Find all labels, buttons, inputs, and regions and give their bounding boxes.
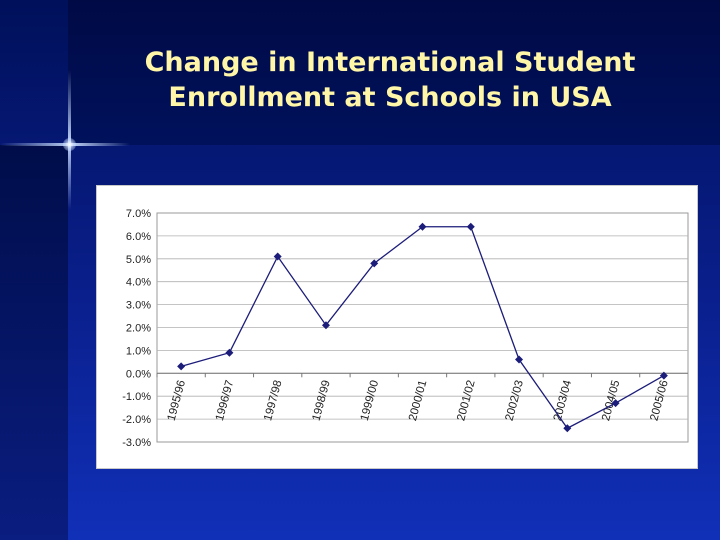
data-point-marker (418, 222, 427, 231)
x-tick-label: 1998/99 (311, 379, 333, 422)
slide-title: Change in International Student Enrollme… (90, 45, 690, 115)
x-tick-label: 2002/03 (504, 379, 526, 422)
slide-title-line-1: Change in International Student (144, 47, 636, 78)
data-point-marker (321, 321, 330, 330)
x-tick-label: 1996/97 (214, 379, 236, 422)
slide-title-line-2: Enrollment at Schools in USA (168, 82, 612, 113)
data-point-marker (177, 362, 186, 371)
line-chart: 7.0% 6.0% 5.0% 4.0% 3.0% 2.0% 1.0% 0.0% -1.0% -2.… (122, 208, 689, 449)
y-tick-label: -2.0% (122, 414, 151, 426)
series-enrollment-change (177, 222, 668, 433)
x-tick-label: 1997/98 (262, 379, 284, 422)
y-tick-label: 6.0% (126, 231, 151, 243)
y-axis-tick-labels: 7.0% 6.0% 5.0% 4.0% 3.0% 2.0% 1.0% 0.0% -1.0% -2.… (122, 208, 151, 449)
y-tick-label: 4.0% (126, 277, 151, 289)
y-tick-label: 7.0% (126, 208, 151, 220)
x-tick-label: 2000/01 (407, 379, 429, 422)
data-point-marker (515, 355, 524, 364)
data-point-marker (563, 424, 572, 433)
data-point-marker (659, 371, 668, 380)
left-background-band (0, 145, 68, 540)
data-point-marker (370, 259, 379, 268)
x-axis-tick-labels: 1995/96 1996/97 1997/98 1998/99 1999/00 2000/… (166, 378, 671, 422)
x-tick-label: 2003/04 (552, 378, 575, 422)
y-tick-label: 3.0% (126, 300, 151, 312)
x-tick-label: 2005/06 (648, 379, 670, 422)
data-point-marker (273, 252, 282, 261)
data-point-marker (611, 399, 620, 408)
y-tick-label: 0.0% (126, 368, 151, 380)
y-tick-label: 1.0% (126, 345, 151, 357)
y-tick-label: 2.0% (126, 323, 151, 335)
sparkle-star-icon (63, 138, 76, 151)
x-tick-label: 2001/02 (455, 379, 477, 422)
data-point-marker (466, 222, 475, 231)
y-tick-label: -1.0% (122, 391, 151, 403)
gridlines (156, 212, 689, 443)
y-tick-label: -3.0% (122, 437, 151, 449)
y-tick-label: 5.0% (126, 254, 151, 266)
x-tick-label: 1995/96 (166, 379, 188, 422)
chart-panel: 7.0% 6.0% 5.0% 4.0% 3.0% 2.0% 1.0% 0.0% -1.0% -2.… (96, 185, 698, 469)
title-background-band (68, 0, 720, 145)
data-point-marker (225, 348, 234, 357)
x-tick-label: 1999/00 (359, 379, 381, 422)
